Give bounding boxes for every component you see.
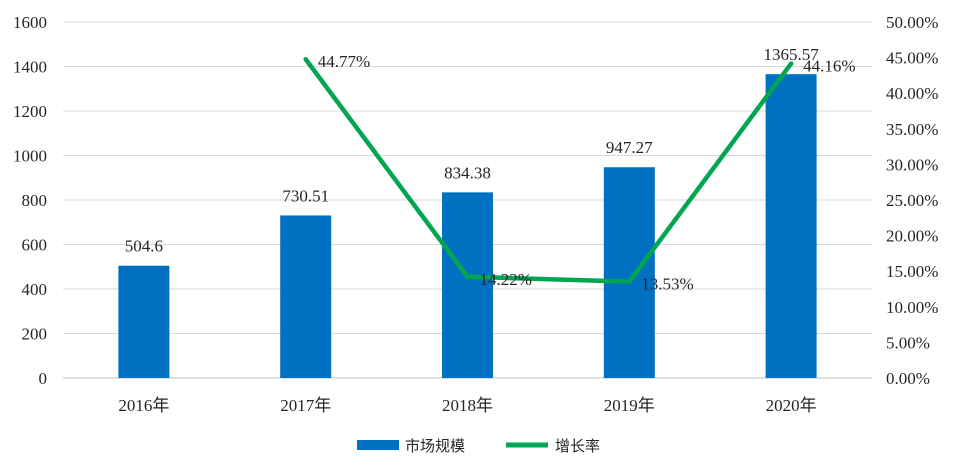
bar-value-label: 730.51 [282, 186, 329, 205]
left-tick-label: 600 [22, 236, 48, 255]
right-tick-label: 0.00% [886, 369, 930, 388]
growth-point [465, 274, 470, 279]
bar-value-label: 1365.57 [763, 45, 819, 64]
legend-label-market-size: 市场规模 [405, 437, 465, 455]
right-tick-label: 15.00% [886, 262, 938, 281]
bar [603, 167, 655, 378]
left-tick-label: 0 [39, 369, 48, 388]
right-tick-label: 30.00% [886, 155, 938, 174]
left-tick-label: 200 [22, 325, 48, 344]
left-tick-label: 400 [22, 280, 48, 299]
x-axis-ticks: 2016年 2017年 2018年 2019年 2020年 [118, 396, 816, 415]
growth-point [627, 279, 632, 284]
right-tick-label: 25.00% [886, 191, 938, 210]
left-axis-ticks: 0 200 400 600 800 1000 1200 1400 1600 [13, 13, 47, 388]
x-tick-label: 2019年 [604, 396, 655, 415]
right-tick-label: 10.00% [886, 298, 938, 317]
x-tick-label: 2018年 [442, 396, 493, 415]
growth-value-label: 44.16% [803, 57, 855, 76]
right-tick-label: 35.00% [886, 120, 938, 139]
bar [118, 265, 170, 378]
growth-value-label: 14.22% [480, 270, 532, 289]
growth-point [789, 61, 794, 66]
right-tick-label: 40.00% [886, 84, 938, 103]
growth-value-label: 13.53% [641, 275, 693, 294]
right-tick-label: 45.00% [886, 49, 938, 68]
growth-point [303, 57, 308, 62]
left-tick-label: 1200 [13, 102, 47, 121]
right-tick-label: 50.00% [886, 13, 938, 32]
left-tick-label: 800 [22, 191, 48, 210]
bar-value-label: 834.38 [444, 163, 491, 182]
legend-label-growth-rate: 增长率 [555, 437, 600, 455]
line-data-labels: 44.77% 14.22% 13.53% 44.16% [318, 52, 856, 293]
x-tick-label: 2017年 [280, 396, 331, 415]
bar [280, 215, 332, 378]
bar-data-labels: 504.6 730.51 834.38 947.27 1365.57 [125, 45, 819, 256]
right-tick-label: 5.00% [886, 333, 930, 352]
legend-swatch-market-size [357, 440, 399, 450]
legend: 市场规模 增长率 [357, 437, 600, 455]
left-tick-label: 1000 [13, 147, 47, 166]
left-tick-label: 1600 [13, 13, 47, 32]
growth-value-label: 44.77% [318, 52, 370, 71]
x-tick-label: 2020年 [766, 396, 817, 415]
bar-value-label: 947.27 [606, 138, 653, 157]
bar [442, 192, 493, 378]
bar [765, 74, 817, 378]
bar-value-label: 504.6 [125, 237, 163, 256]
bars-market-size [118, 74, 817, 378]
x-tick-label: 2016年 [118, 396, 169, 415]
line-growth-rate [303, 56, 794, 284]
growth-line [303, 56, 794, 284]
right-tick-label: 20.00% [886, 227, 938, 246]
right-axis-ticks: 0.00% 5.00% 10.00% 15.00% 20.00% 25.00% 30.00%… [886, 13, 938, 388]
left-tick-label: 1400 [13, 58, 47, 77]
